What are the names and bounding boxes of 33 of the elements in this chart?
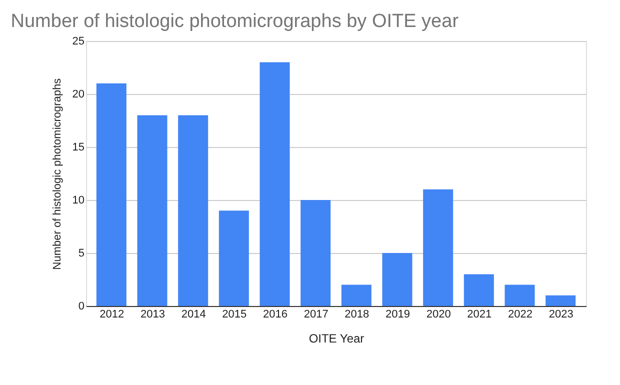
bar [382, 253, 412, 306]
y-tick-label: 20 [72, 88, 84, 100]
y-tick-label: 15 [72, 142, 84, 154]
x-tick-label: 2017 [304, 308, 328, 320]
bar [178, 115, 208, 306]
bar [137, 115, 168, 306]
y-tick-label: 10 [72, 194, 84, 206]
y-axis-title: Number of histologic photomicrographs [51, 78, 64, 270]
x-tick-label: 2018 [344, 308, 370, 320]
bar [260, 62, 290, 306]
x-axis-title: OITE Year [308, 332, 364, 346]
bar [504, 284, 535, 306]
x-tick-label: 2012 [100, 308, 124, 320]
chart-title: Number of histologic photomicrographs by OITE year [10, 11, 460, 32]
x-tick-label: 2022 [508, 308, 532, 320]
bar [423, 189, 454, 306]
x-tick-label: 2023 [548, 308, 574, 320]
x-tick-label: 2019 [386, 308, 410, 320]
bar [218, 210, 249, 306]
y-tick-label: 25 [72, 36, 84, 48]
bar [300, 200, 331, 306]
bar [96, 83, 126, 306]
x-tick-label: 2016 [263, 308, 288, 320]
bar [464, 274, 494, 306]
x-tick-label: 2021 [467, 308, 492, 320]
x-tick-label: 2013 [140, 308, 165, 320]
x-tick-label: 2014 [181, 308, 206, 320]
bar [341, 284, 372, 306]
bar [546, 295, 576, 306]
y-tick-label: 5 [78, 248, 84, 260]
y-tick-label: 0 [78, 300, 84, 312]
x-tick-label: 2015 [222, 308, 247, 320]
x-tick-label: 2020 [426, 308, 451, 320]
